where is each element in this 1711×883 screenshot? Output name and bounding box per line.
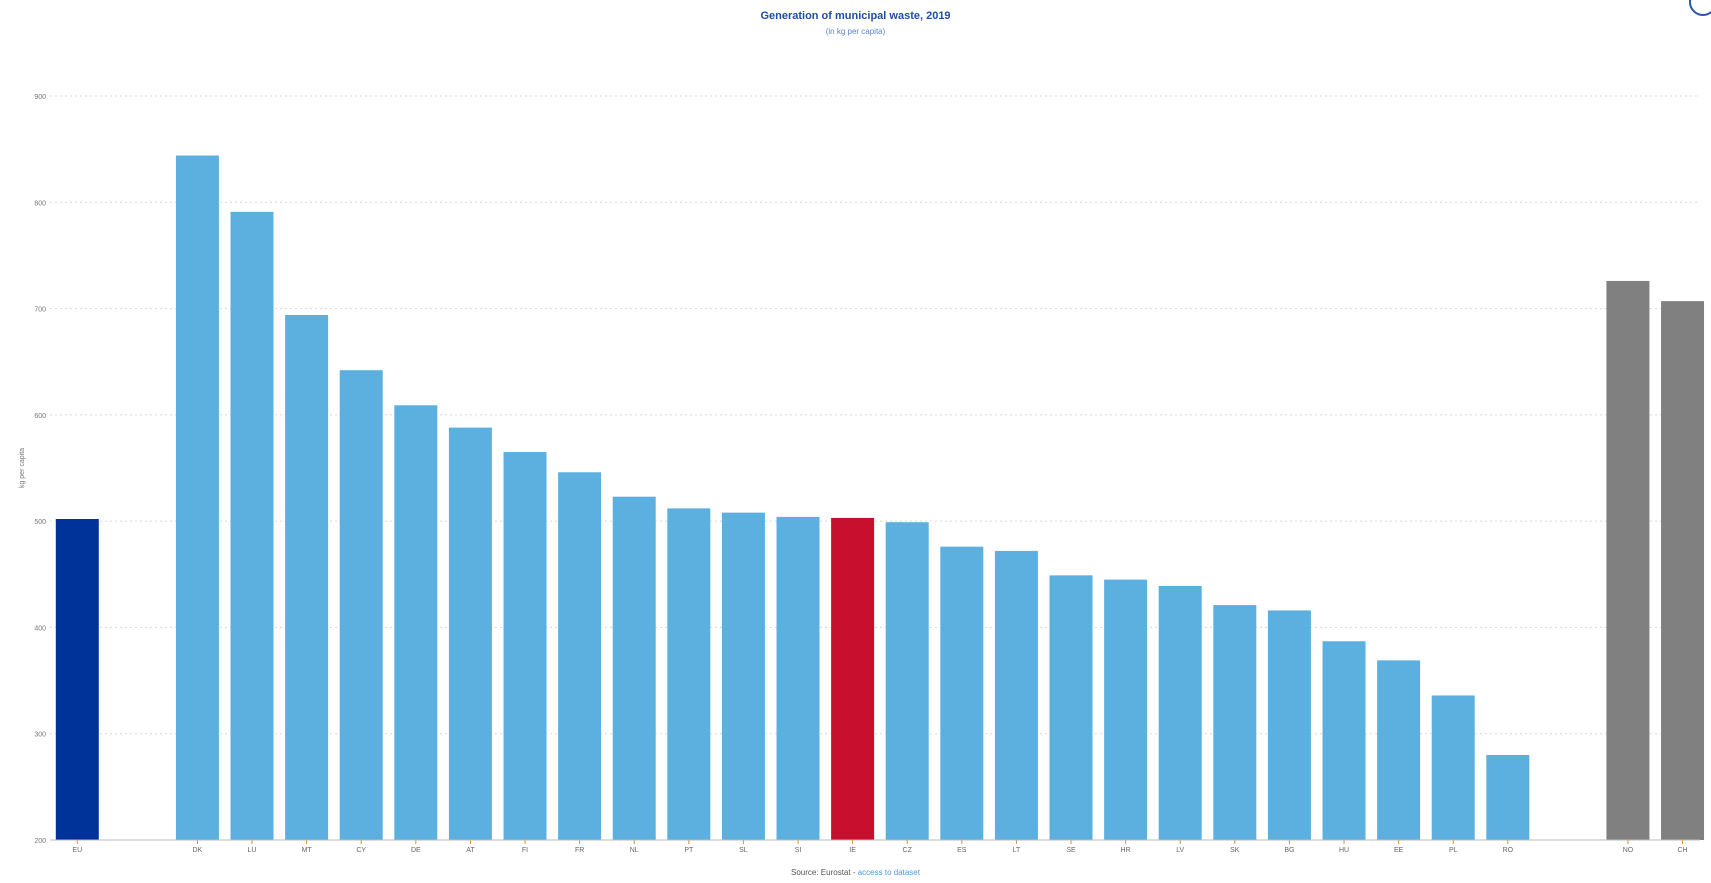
x-tick-label: FR (575, 847, 584, 854)
y-tick-label: 800 (34, 200, 46, 207)
source-text: Source: Eurostat (791, 868, 851, 877)
x-tick-label: SI (795, 847, 802, 854)
x-tick-label: ES (957, 847, 967, 854)
x-tick-label: BG (1284, 847, 1294, 854)
y-tick-label: 200 (34, 838, 46, 845)
y-tick-label: 300 (34, 732, 46, 739)
bar-lu[interactable] (230, 211, 274, 840)
y-tick-label: 600 (34, 413, 46, 420)
x-tick-label: DE (411, 847, 421, 854)
bar-pt[interactable] (667, 508, 711, 840)
source-separator: - (850, 868, 858, 877)
x-tick-label: RO (1503, 847, 1514, 854)
chart-title: Generation of municipal waste, 2019 (760, 10, 951, 22)
bar-bg[interactable] (1267, 610, 1311, 840)
bar-at[interactable] (448, 427, 492, 840)
bar-ch[interactable] (1661, 301, 1705, 840)
x-tick-label: CH (1677, 847, 1687, 854)
y-axis-label: kg per capita (19, 448, 26, 488)
bar-lv[interactable] (1158, 585, 1202, 840)
bar-sl[interactable] (721, 512, 765, 840)
x-tick-label: SE (1066, 847, 1076, 854)
bar-cz[interactable] (885, 522, 929, 840)
x-tick-label: FI (522, 847, 528, 854)
bar-de[interactable] (394, 405, 438, 840)
dataset-link[interactable]: access to dataset (857, 868, 920, 877)
bar-ee[interactable] (1377, 660, 1421, 840)
x-tick-label: IE (849, 847, 856, 854)
bar-hr[interactable] (1104, 579, 1148, 840)
bar-fi[interactable] (503, 452, 547, 840)
bar-chart: 200 300 400 500 600 700 800 900 kg per capita EU D… (19, 94, 1705, 854)
chart-subtitle: (in kg per capita) (825, 27, 886, 36)
source-note: Source: Eurostat - access to dataset (0, 868, 1711, 877)
x-tick-label: LU (248, 847, 257, 854)
y-tick-label: 400 (34, 625, 46, 632)
bar-pl[interactable] (1431, 695, 1475, 840)
x-tick-label: HR (1121, 847, 1131, 854)
x-tick-label: SL (739, 847, 748, 854)
bar-no[interactable] (1606, 280, 1650, 840)
x-tick-label: CY (356, 847, 366, 854)
bar-se[interactable] (1049, 575, 1093, 840)
bar-ro[interactable] (1486, 754, 1530, 840)
y-tick-label: 900 (34, 94, 46, 101)
x-tick-label: PL (1449, 847, 1458, 854)
x-tick-label: PT (684, 847, 694, 854)
bar-lt[interactable] (994, 550, 1038, 840)
bar-ie[interactable] (831, 517, 875, 840)
menu-button[interactable] (1689, 0, 1711, 16)
bar-dk[interactable] (175, 155, 219, 840)
x-tick-label: SK (1230, 847, 1240, 854)
y-tick-label: 700 (34, 307, 46, 314)
x-tick-label: EE (1394, 847, 1404, 854)
bar-es[interactable] (940, 546, 984, 840)
x-tick-label: LV (1176, 847, 1184, 854)
bar-hu[interactable] (1322, 641, 1366, 840)
x-tick-label: CZ (903, 847, 913, 854)
bar-nl[interactable] (612, 496, 656, 840)
bar-sk[interactable] (1213, 605, 1257, 840)
x-tick-label: AT (466, 847, 475, 854)
x-tick-label: HU (1339, 847, 1349, 854)
bar-cy[interactable] (339, 370, 383, 840)
x-tick-label: LT (1013, 847, 1021, 854)
x-tick-label: NO (1623, 847, 1634, 854)
bar-si[interactable] (776, 516, 820, 840)
x-tick-label: NL (630, 847, 639, 854)
bar-eu[interactable] (55, 519, 99, 840)
x-tick-label: MT (302, 847, 313, 854)
x-tick-label: EU (72, 847, 82, 854)
bar-mt[interactable] (285, 314, 329, 840)
x-tick-label: DK (193, 847, 203, 854)
bar-fr[interactable] (558, 472, 602, 840)
y-tick-label: 500 (34, 519, 46, 526)
